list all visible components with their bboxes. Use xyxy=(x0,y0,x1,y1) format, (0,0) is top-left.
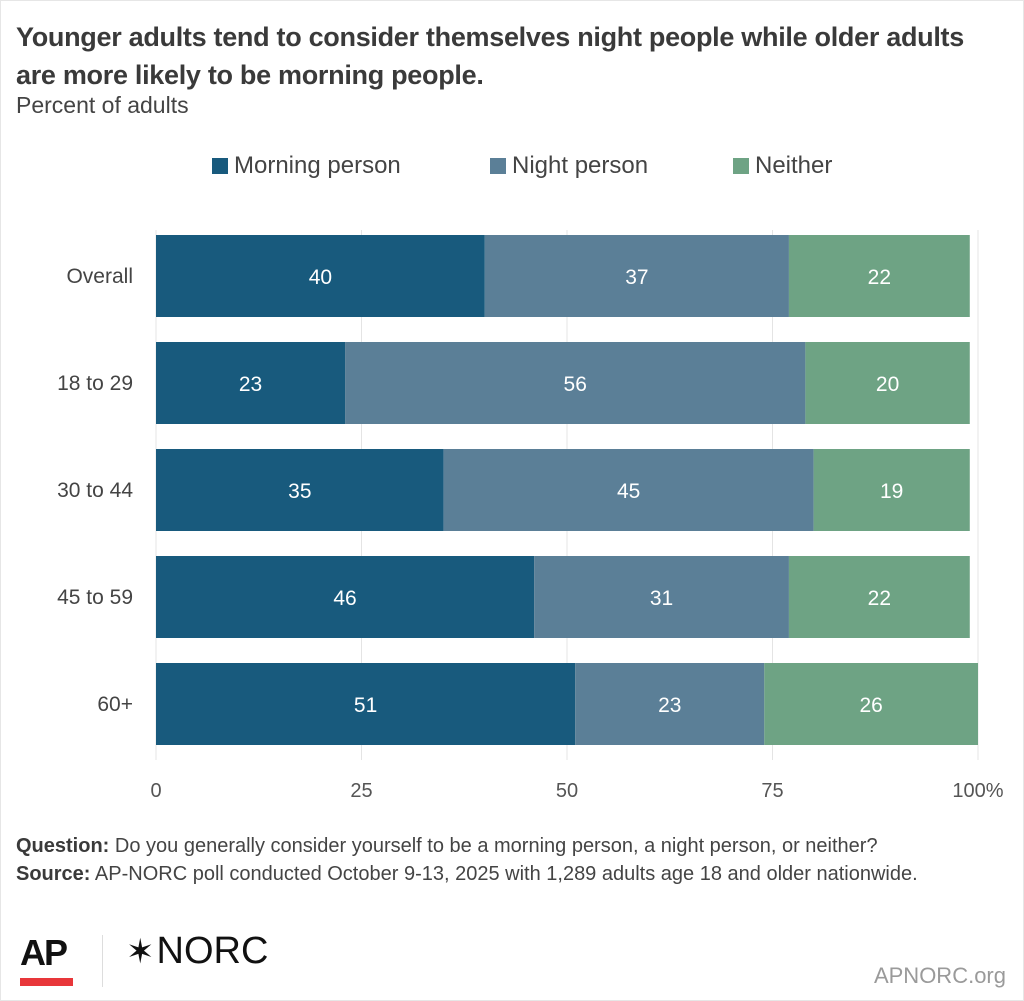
norc-logo: ✶ NORC xyxy=(126,930,268,973)
x-tick-label: 100% xyxy=(952,780,1003,802)
bar-segment xyxy=(345,342,806,424)
bar-segment xyxy=(156,449,444,531)
ap-logo-underline xyxy=(20,978,73,986)
source-text: AP-NORC poll conducted October 9-13, 202… xyxy=(90,863,918,885)
norc-logo-text: NORC xyxy=(156,930,269,972)
bar-segment xyxy=(788,235,970,317)
bar-segment xyxy=(788,556,970,638)
legend: Morning person Night person Neither xyxy=(0,152,1024,184)
bar-segment xyxy=(575,663,765,745)
bar-segment xyxy=(443,449,814,531)
bar-chart: 0 25 50 75 100% Overall 40 37 22 18 to 29 23 56 20 30… xyxy=(57,230,1004,802)
legend-item-night: Night person xyxy=(490,152,648,180)
legend-label-night: Night person xyxy=(512,152,649,179)
data-label: 35 xyxy=(288,480,311,503)
chart-notes: Question: Do you generally consider your… xyxy=(16,832,1006,888)
legend-swatch-morning xyxy=(212,158,228,174)
x-tick-label: 0 xyxy=(150,780,161,802)
x-tick-label: 75 xyxy=(761,780,783,802)
data-label: 23 xyxy=(658,694,681,717)
data-label: 56 xyxy=(564,373,587,396)
legend-swatch-neither xyxy=(733,158,749,174)
data-label: 31 xyxy=(650,587,673,610)
data-label: 22 xyxy=(868,266,891,289)
legend-label-morning: Morning person xyxy=(234,152,401,179)
data-label: 22 xyxy=(868,587,891,610)
site-url: APNORC.org xyxy=(873,963,1006,988)
data-label: 37 xyxy=(625,266,648,289)
question-label: Question: xyxy=(16,835,110,857)
data-label: 46 xyxy=(333,587,356,610)
question-note: Question: Do you generally consider your… xyxy=(16,832,1006,860)
legend-label-neither: Neither xyxy=(755,152,833,179)
category-label: 30 to 44 xyxy=(57,479,133,502)
bar-segment xyxy=(813,449,970,531)
bar-segment xyxy=(156,235,485,317)
data-label: 26 xyxy=(859,694,882,717)
bar-segment xyxy=(156,556,535,638)
chart-subtitle: Percent of adults xyxy=(16,92,189,118)
data-label: 40 xyxy=(309,266,332,289)
bar-segment xyxy=(534,556,789,638)
data-label: 23 xyxy=(239,373,262,396)
data-label: 20 xyxy=(876,373,899,396)
bar-segment xyxy=(484,235,789,317)
category-label: 60+ xyxy=(97,693,133,716)
logo-divider xyxy=(102,935,103,987)
chart-title: Younger adults tend to consider themselv… xyxy=(16,22,964,90)
x-tick-label: 50 xyxy=(556,780,578,802)
question-text: Do you generally consider yourself to be… xyxy=(109,835,878,857)
x-tick-label: 25 xyxy=(350,780,372,802)
bar-segment xyxy=(156,342,346,424)
data-label: 45 xyxy=(617,480,640,503)
bar-segment xyxy=(764,663,978,745)
ap-logo: AP xyxy=(20,932,68,973)
legend-swatch-night xyxy=(490,158,506,174)
category-label: Overall xyxy=(66,265,133,288)
bar-segment xyxy=(805,342,970,424)
legend-item-morning: Morning person xyxy=(212,152,401,180)
category-label: 45 to 59 xyxy=(57,586,133,609)
data-label: 51 xyxy=(354,694,377,717)
legend-item-neither: Neither xyxy=(733,152,832,180)
norc-star-icon: ✶ xyxy=(126,932,155,971)
bar-segment xyxy=(156,663,576,745)
data-label: 19 xyxy=(880,480,903,503)
source-note: Source: AP-NORC poll conducted October 9… xyxy=(16,860,1006,888)
category-label: 18 to 29 xyxy=(57,372,133,395)
source-label: Source: xyxy=(16,863,91,885)
